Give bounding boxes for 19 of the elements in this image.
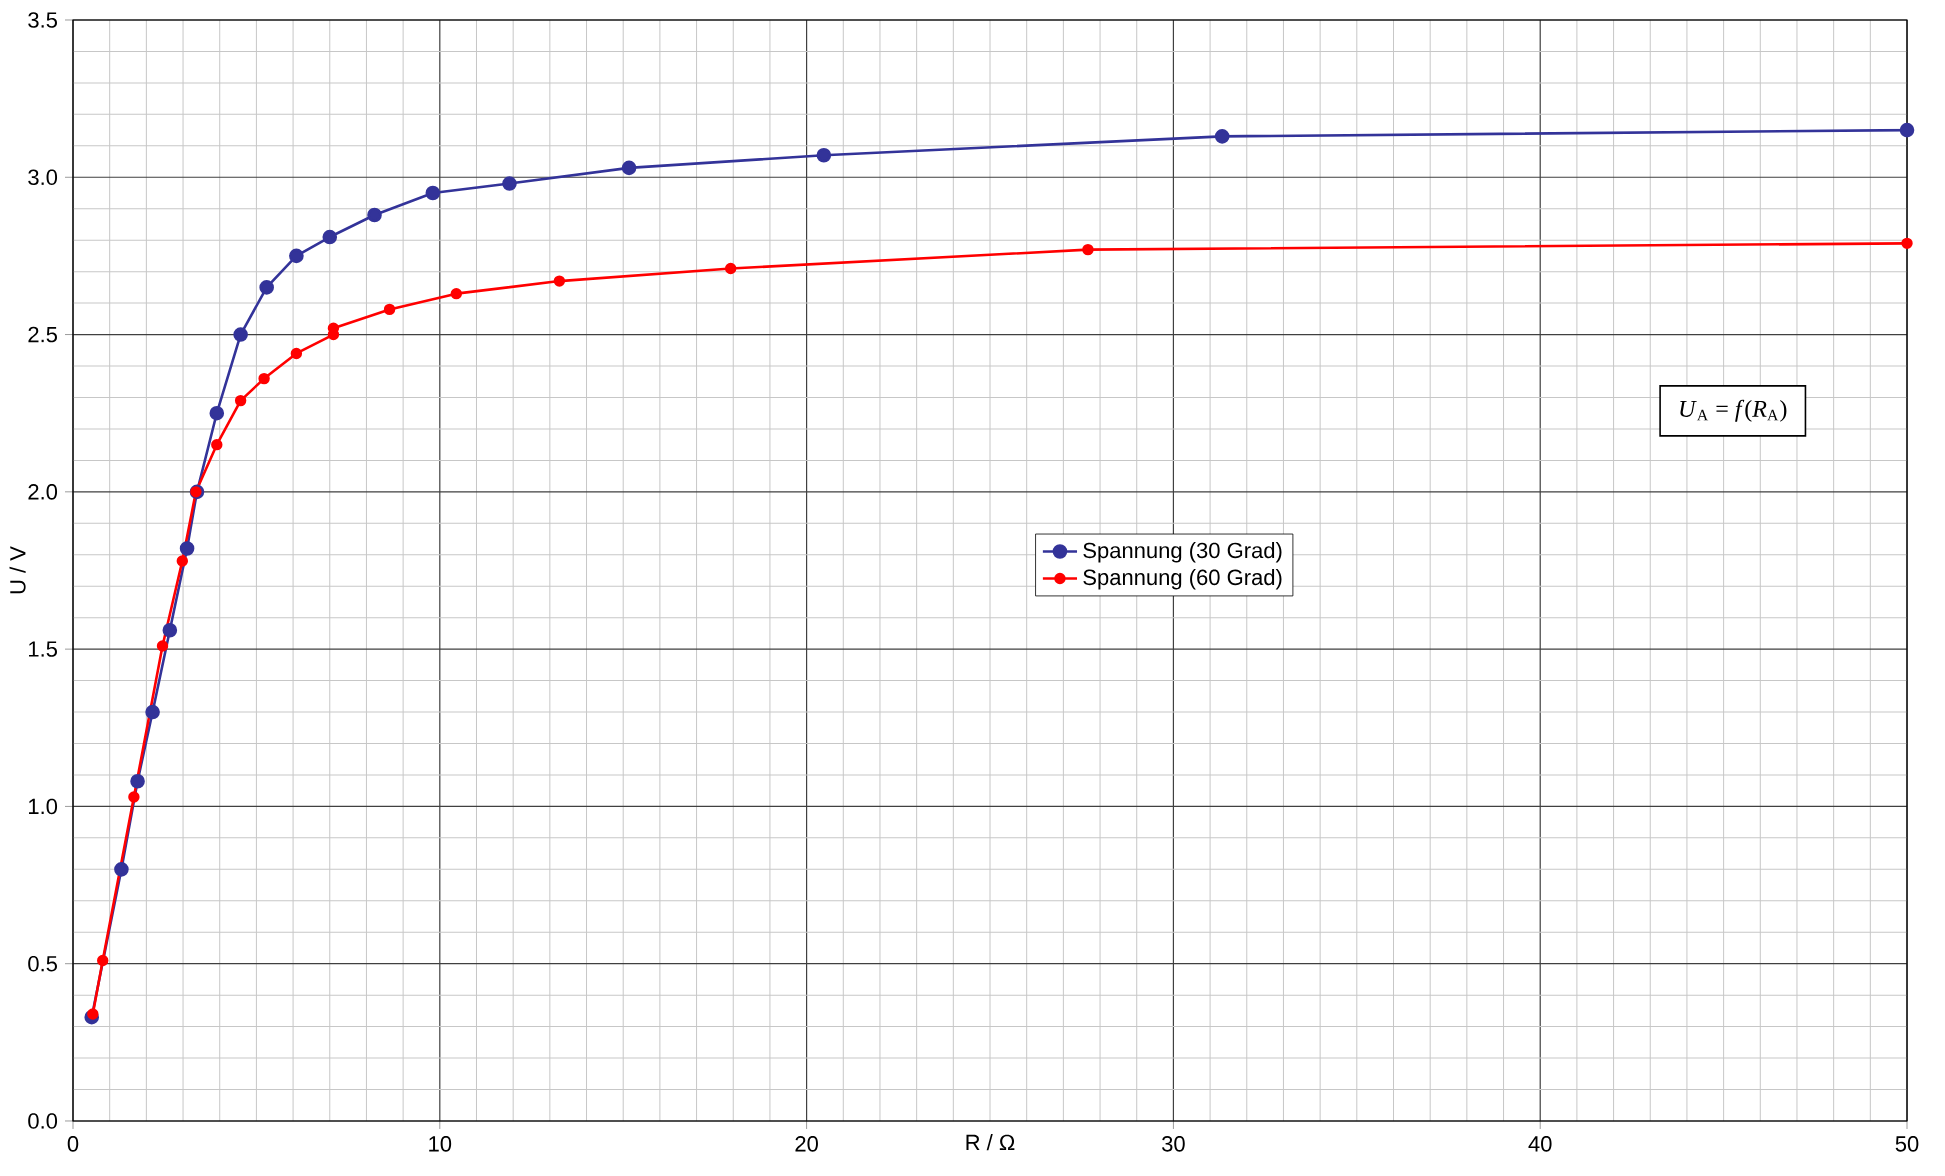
- x-tick-label: 50: [1895, 1136, 1919, 1152]
- x-tick-label: 20: [795, 1136, 818, 1152]
- y-tick-label: 2.0: [28, 484, 58, 500]
- legend-label: Spannung (30 Grad): [1083, 542, 1282, 563]
- legend-label: Spannung (60 Grad): [1083, 568, 1282, 590]
- y-axis-title: U / V: [9, 546, 26, 594]
- y-tick-label: 3.5: [28, 12, 57, 28]
- y-tick-label: 0.5: [28, 955, 57, 972]
- x-axis-title: R / Ω: [966, 1134, 1015, 1151]
- x-tick-label: 0: [67, 1136, 79, 1152]
- y-tick-label: 1.5: [29, 641, 57, 657]
- x-tick-label: 30: [1162, 1136, 1185, 1152]
- x-tick-label: 10: [429, 1136, 452, 1152]
- y-tick-label: 0.0: [28, 1113, 58, 1129]
- x-tick-label: 40: [1528, 1136, 1552, 1152]
- annotation: U$_{A}$ = f(R$_{A}$): [1680, 399, 1787, 422]
- y-tick-label: 1.0: [29, 798, 58, 815]
- y-tick-label: 2.5: [28, 326, 57, 343]
- y-tick-label: 3.0: [28, 169, 58, 186]
